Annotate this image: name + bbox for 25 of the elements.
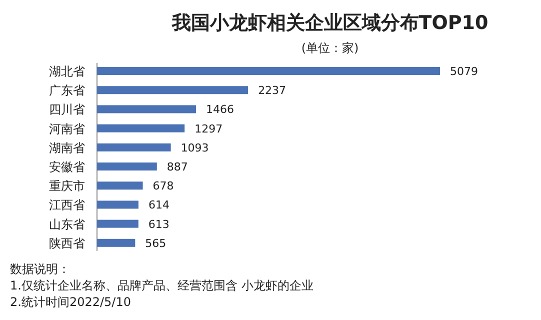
y-tick-label: 山东省 — [49, 217, 85, 232]
data-label: 1297 — [194, 122, 223, 136]
y-tick-label: 安徽省 — [49, 160, 85, 174]
y-tick-label: 广东省 — [49, 84, 85, 98]
data-label: 5079 — [450, 65, 478, 78]
data-label: 887 — [166, 160, 188, 174]
text: 数据说明： — [10, 262, 70, 276]
y-tick-label: 四川省 — [49, 102, 85, 117]
text: 1.仅统计企业名称、品牌产品、经营范围含 小龙虾的企业 — [10, 278, 314, 292]
text: 2.统计时间2022/5/10 — [10, 295, 131, 309]
data-label: 565 — [145, 236, 166, 250]
data-label: 1093 — [180, 141, 209, 154]
y-tick-label: 江西省 — [49, 198, 85, 212]
data-label: 678 — [152, 180, 174, 193]
data-label: 2237 — [258, 84, 286, 98]
chart-subtitle: (单位：家) — [301, 41, 359, 55]
y-tick-label: 陕西省 — [49, 236, 85, 250]
y-tick-label: 重庆市 — [49, 179, 85, 194]
y-tick-label: 湖北省 — [49, 64, 85, 78]
data-label: 613 — [148, 218, 170, 231]
y-tick-label: 湖南省 — [49, 140, 85, 155]
chart-title: 我国小龙虾相关企业区域分布TOP10 — [170, 12, 488, 34]
data-label: 614 — [148, 198, 170, 212]
y-tick-label: 河南省 — [49, 122, 85, 136]
data-label: 1466 — [206, 103, 234, 116]
